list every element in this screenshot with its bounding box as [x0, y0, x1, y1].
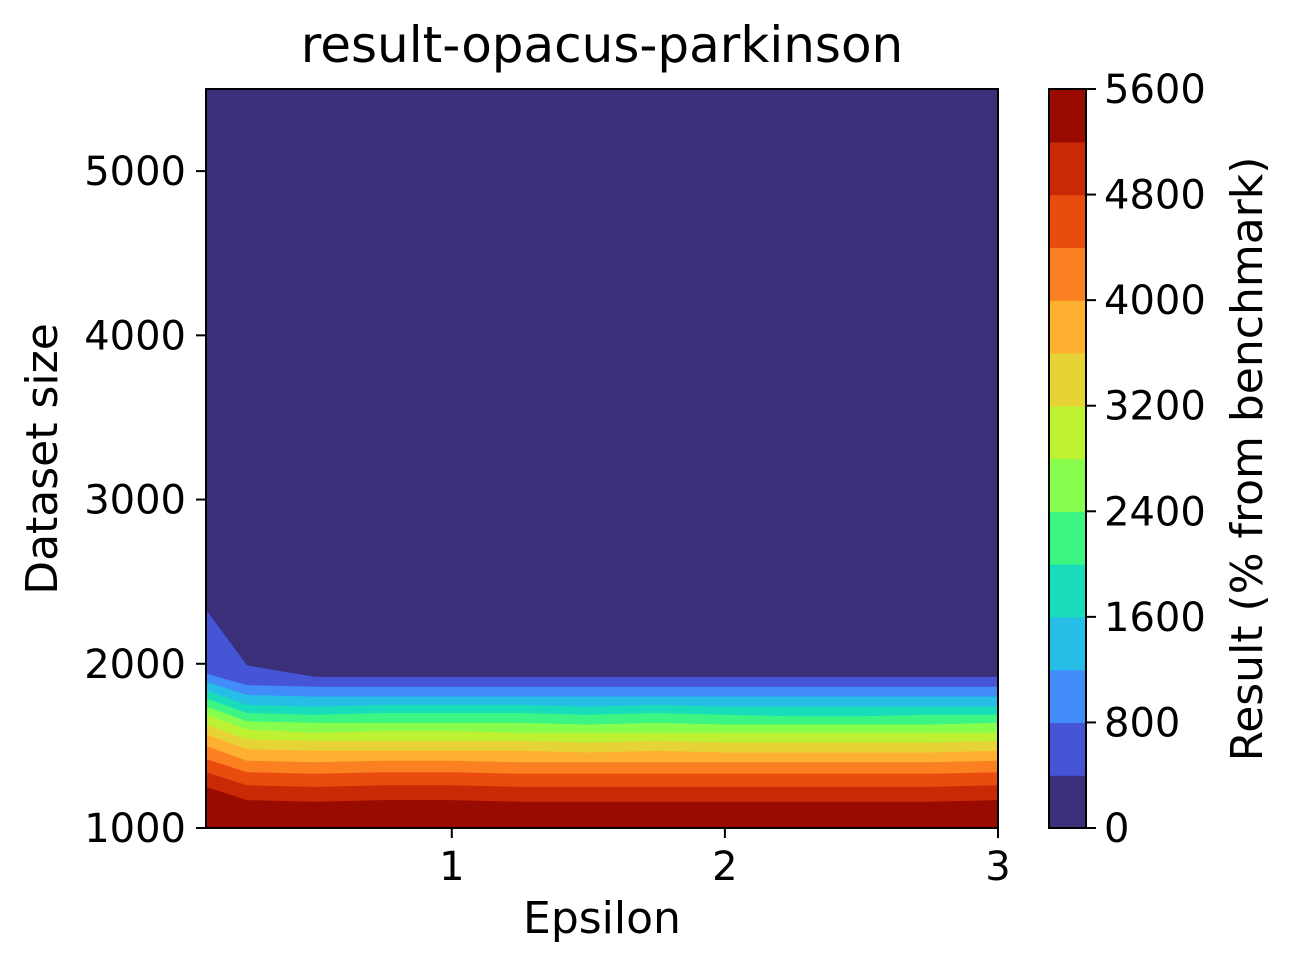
colorbar-tick-label: 3200	[1104, 384, 1206, 430]
colorbar-swatch	[1049, 247, 1086, 301]
colorbar-tick-label: 4000	[1104, 278, 1206, 324]
x-tick-label: 3	[985, 844, 1010, 890]
colorbar-swatch	[1049, 458, 1086, 512]
colorbar-label: Result (% from benchmark)	[1222, 157, 1273, 762]
colorbar-swatch	[1049, 564, 1086, 618]
x-axis-ticks: 1 2 3	[439, 828, 1011, 890]
x-axis-label: Epsilon	[523, 893, 681, 944]
colorbar-swatch	[1049, 669, 1086, 723]
y-axis-label: Dataset size	[17, 323, 68, 595]
plot-area	[206, 89, 998, 828]
colorbar-swatch	[1049, 352, 1086, 407]
colorbar: 0 800 1600 2400 3200 4000 4800 5600 Result (% f…	[1048, 67, 1273, 852]
contour-band-14	[206, 805, 998, 828]
colorbar-swatch	[1049, 300, 1086, 354]
colorbar-tick-label: 4800	[1104, 173, 1206, 219]
colorbar-tick-label: 5600	[1104, 67, 1206, 113]
colorbar-swatch	[1049, 89, 1086, 143]
colorbar-tick-label: 800	[1104, 700, 1180, 746]
colorbar-swatch	[1049, 616, 1086, 671]
y-tick-label: 1000	[84, 806, 186, 852]
colorbar-swatch	[1049, 141, 1086, 196]
colorbar-swatch	[1049, 511, 1086, 565]
colorbar-tick-label: 0	[1104, 806, 1129, 852]
plot-frame	[205, 88, 999, 829]
colorbar-tick-label: 2400	[1104, 489, 1206, 535]
y-tick-label: 3000	[84, 478, 186, 524]
y-tick-label: 4000	[84, 313, 186, 359]
chart-title: result-opacus-parkinson	[301, 16, 903, 74]
colorbar-swatch	[1049, 722, 1086, 776]
colorbar-swatch	[1049, 775, 1086, 829]
y-tick-label: 5000	[84, 149, 186, 195]
colorbar-swatch	[1049, 194, 1086, 248]
y-axis-ticks: 1000 2000 3000 4000 5000	[84, 149, 206, 852]
colorbar-swatch	[1049, 405, 1086, 460]
colorbar-tick-label: 1600	[1104, 595, 1206, 641]
y-tick-label: 2000	[84, 642, 186, 688]
colorbar-frame	[1048, 88, 1087, 829]
x-tick-label: 1	[439, 844, 464, 890]
x-tick-label: 2	[712, 844, 737, 890]
